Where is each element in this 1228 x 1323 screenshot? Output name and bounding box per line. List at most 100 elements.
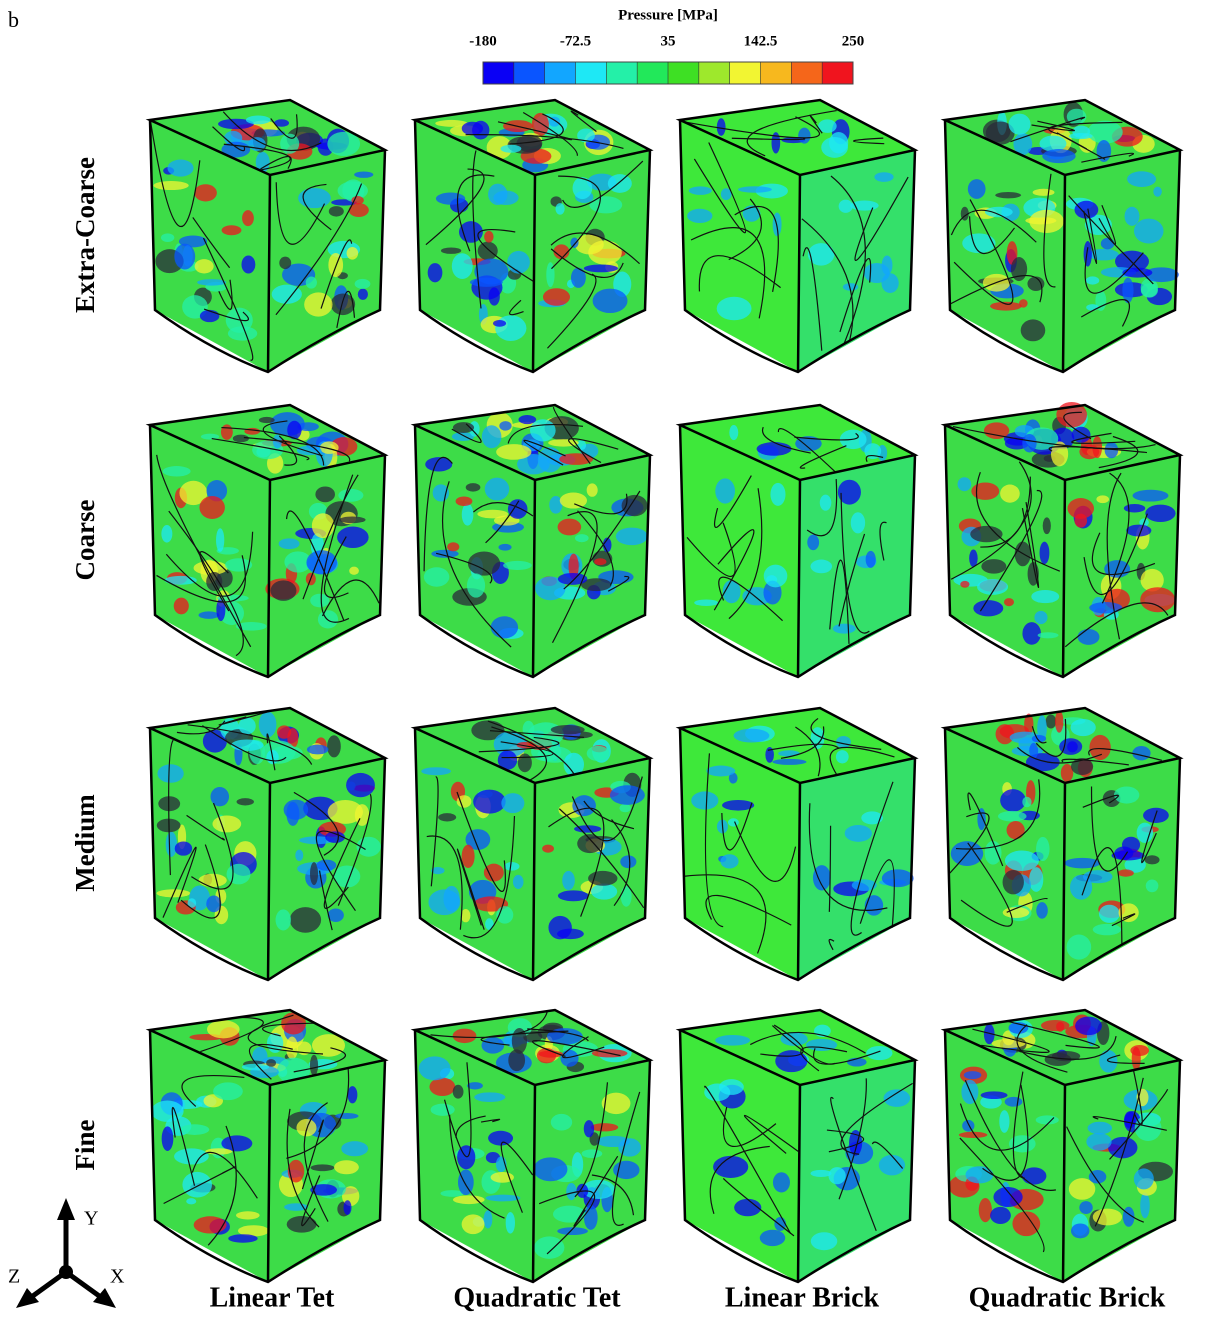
pressure-patch	[1140, 1192, 1150, 1219]
pressure-patch	[835, 750, 849, 764]
pressure-patch	[734, 1198, 762, 1217]
pressure-patch	[727, 818, 739, 827]
cube-face	[945, 1010, 1180, 1085]
grain-boundary	[840, 1082, 913, 1155]
cube-edge	[940, 403, 1184, 679]
pressure-patch	[161, 1126, 174, 1151]
grain-boundary	[972, 1028, 1050, 1053]
grain-boundary	[574, 493, 628, 515]
pressure-patch	[737, 186, 772, 193]
pressure-patch	[461, 1214, 485, 1235]
pressure-patch	[310, 593, 330, 608]
pressure-patch	[1134, 1115, 1162, 1142]
pressure-patch	[440, 1190, 464, 1197]
cube-edge	[675, 98, 919, 374]
pressure-patch	[1050, 441, 1069, 467]
cube-face	[680, 120, 800, 372]
pressure-patch	[715, 1035, 751, 1046]
pressure-patch	[517, 454, 550, 475]
grain-boundary	[527, 1028, 589, 1042]
grain-boundary	[718, 576, 783, 622]
grain-boundary	[480, 1030, 569, 1046]
pressure-patch	[161, 525, 173, 543]
grain-boundary	[830, 175, 866, 345]
grain-boundary	[705, 894, 792, 926]
pressure-patch	[466, 573, 486, 598]
pressure-patch	[818, 119, 837, 133]
grain-boundary	[430, 776, 439, 887]
grain-boundary	[571, 776, 643, 842]
pressure-patch	[165, 831, 177, 857]
pressure-patch	[423, 567, 450, 587]
pressure-patch	[844, 824, 872, 842]
pressure-patch	[216, 528, 225, 552]
pressure-patch	[687, 208, 713, 224]
grain-boundary	[684, 874, 767, 954]
grain-boundary	[552, 406, 591, 465]
pressure-patch	[548, 439, 579, 447]
pressure-patch	[330, 293, 356, 316]
grain-boundary	[500, 1141, 534, 1213]
pressure-patch	[467, 1082, 483, 1090]
pressure-patch	[202, 729, 227, 753]
cube-edge	[410, 403, 654, 679]
pressure-patch	[427, 263, 443, 283]
grain-boundary	[1098, 204, 1117, 245]
pressure-patch	[274, 119, 290, 127]
pressure-patch	[977, 579, 1009, 595]
pressure-patch	[492, 320, 507, 327]
grain-boundary	[950, 209, 1037, 243]
grain-boundary	[1106, 472, 1122, 640]
grain-boundary	[558, 808, 645, 909]
pressure-patch	[255, 151, 270, 173]
colorbar-segment	[791, 62, 823, 84]
pressure-patch	[878, 1154, 906, 1176]
grain-boundary	[202, 237, 254, 361]
pressure-patch	[339, 516, 366, 524]
pressure-patch	[729, 425, 739, 441]
pressure-patch	[287, 1159, 305, 1183]
cube-edge	[940, 98, 1184, 374]
colorbar-tick-label: -72.5	[560, 33, 591, 49]
pressure-patch	[1104, 441, 1119, 459]
pressure-patch	[245, 115, 271, 125]
grain-boundary	[149, 121, 201, 228]
grain-boundary	[709, 1145, 770, 1214]
pressure-patch	[1067, 741, 1078, 753]
pressure-patch	[341, 1141, 369, 1157]
pressure-patch	[429, 1077, 456, 1097]
column-label: Quadratic Tet	[453, 1282, 621, 1313]
pressure-patch	[865, 550, 876, 568]
pressure-patch	[237, 1225, 270, 1237]
pressure-patch	[594, 558, 607, 566]
pressure-patch	[173, 597, 189, 615]
pressure-patch	[542, 288, 571, 306]
grain-boundary	[509, 299, 524, 316]
pressure-patch	[881, 869, 914, 888]
pressure-patch	[577, 128, 595, 143]
grain-boundary	[1010, 116, 1086, 143]
pressure-patch	[716, 118, 726, 136]
cube-edge	[410, 98, 654, 374]
pressure-patch	[1140, 587, 1176, 613]
pressure-patch	[559, 492, 588, 509]
pressure-patch	[435, 119, 468, 127]
pressure-patch	[174, 243, 196, 270]
pressure-patch	[343, 1200, 352, 1215]
pressure-patch	[1087, 1121, 1112, 1135]
pressure-patch	[337, 526, 369, 549]
pressure-patch	[490, 616, 519, 639]
pressure-patch	[728, 772, 738, 784]
pressure-patch	[485, 918, 494, 931]
axis-label: Z	[8, 1266, 20, 1288]
pressure-patch	[351, 196, 364, 205]
grain-boundary	[163, 1166, 236, 1205]
pressure-patch	[477, 509, 509, 519]
pressure-patch	[431, 867, 445, 875]
pressure-patch	[220, 424, 233, 440]
pressure-patch	[455, 496, 473, 507]
pressure-patch	[778, 750, 800, 757]
pressure-patch	[1124, 857, 1146, 873]
grain-boundary	[1006, 897, 1048, 913]
pressure-patch	[484, 230, 494, 243]
